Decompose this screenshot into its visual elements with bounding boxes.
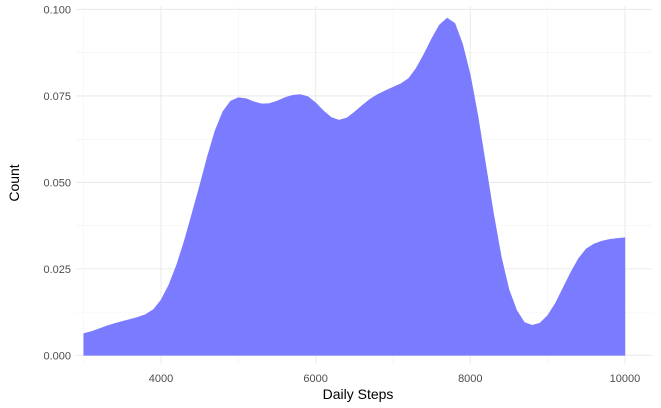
x-tick-label: 4000 [149, 373, 173, 385]
y-tick-labels: 0.000 0.025 0.050 0.075 0.100 [43, 4, 71, 362]
x-tick-labels: 4000 6000 8000 10000 [149, 373, 640, 385]
x-tick-label: 8000 [458, 373, 482, 385]
x-tick-label: 10000 [610, 373, 641, 385]
y-tick-label: 0.075 [43, 91, 71, 103]
density-area [83, 17, 626, 356]
y-axis-title: Count [6, 164, 22, 201]
y-tick-label: 0.025 [43, 264, 71, 276]
x-axis-title: Daily Steps [323, 386, 394, 402]
y-tick-label: 0.050 [43, 177, 71, 189]
y-tick-label: 0.000 [43, 350, 71, 362]
x-tick-label: 6000 [303, 373, 327, 385]
y-tick-label: 0.100 [43, 4, 71, 16]
